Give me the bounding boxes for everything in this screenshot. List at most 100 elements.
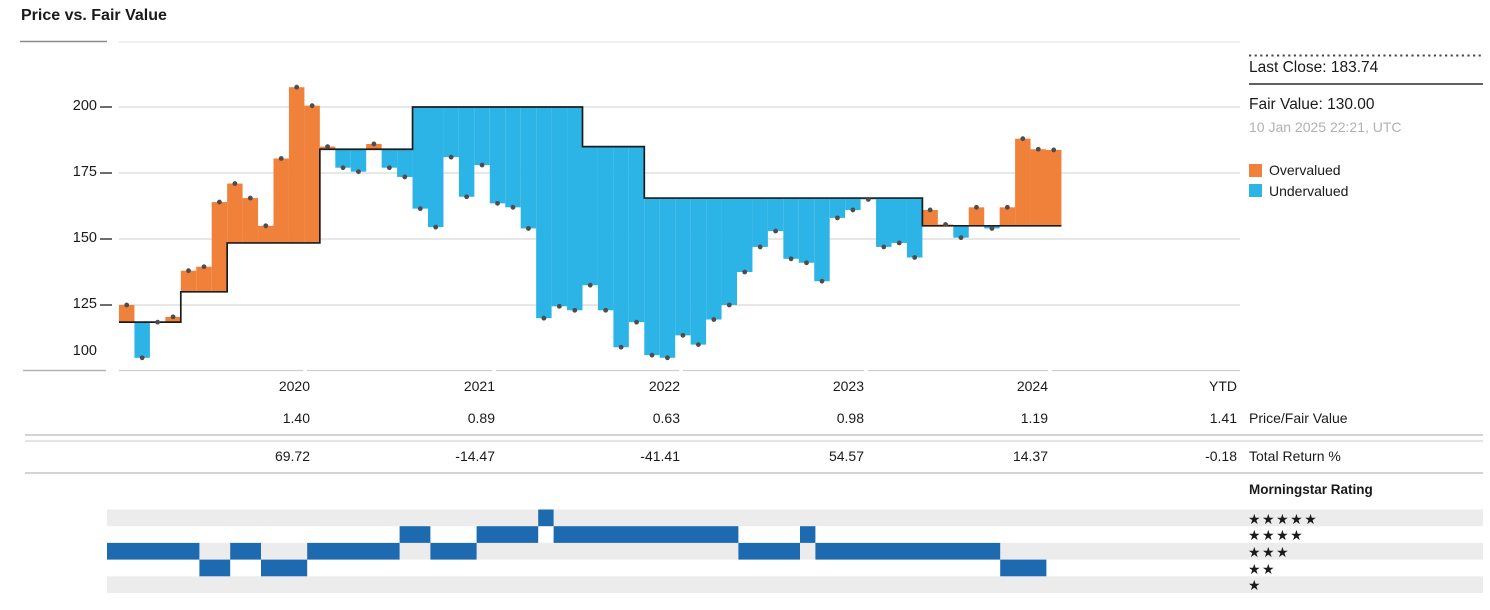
price-fair-value-cell: 0.63 xyxy=(652,410,680,426)
price-bar xyxy=(644,198,660,356)
price-bar xyxy=(258,225,274,243)
price-bar xyxy=(1046,149,1062,226)
price-dot xyxy=(556,303,562,309)
rating-row-1-star: ★ xyxy=(1248,577,1263,594)
y-axis-label: 200 xyxy=(72,98,97,114)
price-fair-value-cell: 1.41 xyxy=(1209,410,1237,426)
price-bar xyxy=(211,202,228,292)
price-bar xyxy=(412,107,428,209)
price-dot xyxy=(541,315,547,321)
price-dot xyxy=(850,207,856,213)
rating-segment xyxy=(107,542,200,560)
year-label: YTD xyxy=(1209,378,1237,394)
price-bar xyxy=(906,198,923,258)
year-label: 2024 xyxy=(1016,378,1048,394)
rating-band xyxy=(107,509,1483,527)
price-dot xyxy=(835,215,840,221)
year-label: 2020 xyxy=(278,378,310,394)
price-bar xyxy=(891,198,907,243)
price-bar xyxy=(227,183,243,243)
price-dot xyxy=(1051,147,1057,153)
price-dot xyxy=(186,268,191,274)
morningstar-rating-label: Morningstar Rating xyxy=(1249,482,1373,497)
price-dot xyxy=(912,255,918,260)
year-label: 2021 xyxy=(463,378,495,394)
price-bar xyxy=(505,107,521,208)
price-dot xyxy=(989,226,995,231)
price-bar xyxy=(767,198,784,232)
price-bar xyxy=(953,225,969,238)
price-fair-value-cell: 0.89 xyxy=(467,410,495,426)
price-dot xyxy=(417,206,423,212)
price-bar xyxy=(134,322,150,358)
price-bar xyxy=(119,305,135,323)
price-dot xyxy=(572,307,578,313)
legend-swatch xyxy=(1249,163,1262,177)
price-dot xyxy=(757,244,763,250)
price-bar xyxy=(968,207,985,226)
total-return-cell: 69.72 xyxy=(274,448,310,464)
price-dot xyxy=(773,228,779,234)
rating-band xyxy=(107,576,1483,593)
price-dot xyxy=(464,194,470,200)
price-bar xyxy=(489,107,506,204)
price-bar xyxy=(876,198,892,247)
rating-segment xyxy=(199,559,231,577)
price-dot xyxy=(680,332,686,338)
last-close-value: Last Close: 183.74 xyxy=(1249,59,1379,76)
price-dot xyxy=(402,174,408,180)
rating-segment xyxy=(230,542,261,560)
rating-segment xyxy=(399,526,431,543)
price-dot xyxy=(742,269,748,275)
price-bar xyxy=(721,198,737,305)
price-bar xyxy=(428,107,444,228)
price-bar xyxy=(474,107,490,166)
row-label-price-fair-value: Price/Fair Value xyxy=(1249,410,1348,426)
price-bar xyxy=(335,149,351,168)
price-bar xyxy=(783,198,799,259)
total-return-cell: 54.57 xyxy=(828,448,864,464)
rating-segment xyxy=(307,542,400,560)
price-bar xyxy=(567,107,583,311)
price-bar xyxy=(196,266,212,292)
price-bar xyxy=(242,198,259,243)
price-dot xyxy=(232,181,238,186)
total-return-cell: -0.18 xyxy=(1205,448,1237,464)
price-bar xyxy=(845,198,861,210)
price-dot xyxy=(278,156,284,161)
price-bar xyxy=(1030,149,1046,226)
year-label: 2023 xyxy=(832,378,864,394)
price-bar xyxy=(597,146,614,311)
rating-row-5-star: ★★★★★ xyxy=(1248,510,1319,527)
price-dot xyxy=(217,199,222,205)
total-return-cell: -41.41 xyxy=(640,448,680,464)
price-dot xyxy=(433,224,439,230)
price-dot xyxy=(649,352,655,358)
price-dot xyxy=(711,317,717,322)
rating-segment xyxy=(430,542,477,560)
total-return-cell: 14.37 xyxy=(1012,448,1048,464)
price-fair-value-cell: 1.19 xyxy=(1020,410,1048,426)
price-dot xyxy=(695,342,701,347)
price-dot xyxy=(958,235,964,241)
price-bar xyxy=(180,270,197,292)
quote-timestamp: 10 Jan 2025 22:21, UTC xyxy=(1249,119,1402,135)
rating-segment xyxy=(538,509,554,527)
price-bar xyxy=(443,107,459,158)
price-dot xyxy=(526,226,531,231)
price-dot xyxy=(603,307,609,313)
price-bar xyxy=(536,107,552,319)
price-dot xyxy=(139,355,145,361)
price-bar xyxy=(628,146,645,323)
price-dot xyxy=(201,264,207,270)
rating-segment xyxy=(738,542,800,560)
price-dot xyxy=(927,207,933,213)
rating-row-3-star: ★★★ xyxy=(1248,543,1291,560)
price-dot xyxy=(479,162,485,168)
price-dot xyxy=(386,165,392,171)
y-axis-label: 150 xyxy=(72,230,97,246)
price-bar xyxy=(288,87,305,243)
price-bar xyxy=(350,149,367,172)
